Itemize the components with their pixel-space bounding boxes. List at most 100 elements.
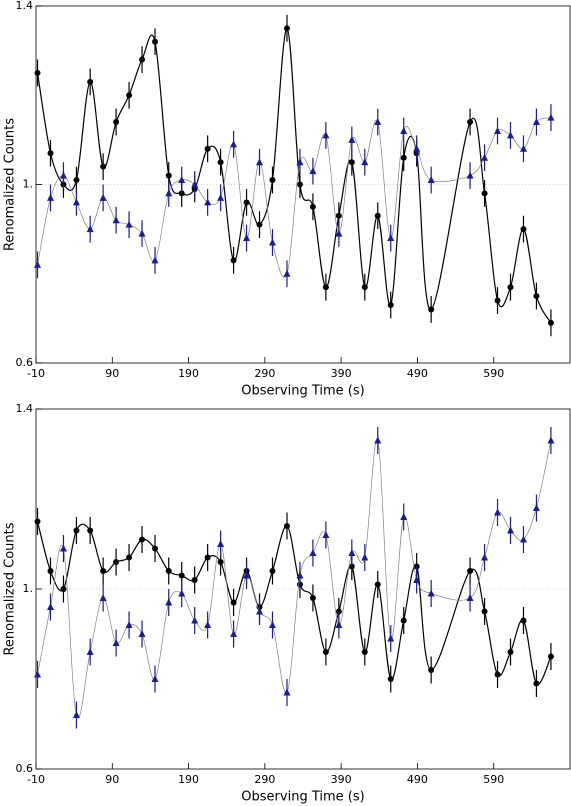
x-axis-label: Observing Time (s) <box>241 790 364 805</box>
marker <box>481 190 488 197</box>
marker <box>126 92 133 99</box>
x-tick-label: 90 <box>105 367 119 380</box>
marker <box>413 576 421 583</box>
marker <box>533 293 540 300</box>
marker <box>428 306 435 313</box>
marker <box>178 176 186 184</box>
marker <box>256 607 264 615</box>
marker <box>230 599 237 606</box>
marker <box>46 193 54 201</box>
marker <box>309 203 316 210</box>
marker <box>400 617 407 624</box>
marker <box>165 189 173 197</box>
y-tick-label: 1.4 <box>16 0 34 12</box>
marker <box>86 225 94 233</box>
marker <box>466 171 474 179</box>
marker <box>230 257 237 264</box>
marker <box>100 568 107 574</box>
marker <box>494 508 502 516</box>
marker <box>547 319 554 326</box>
marker <box>152 38 159 45</box>
marker <box>387 676 394 682</box>
marker <box>494 671 501 678</box>
marker <box>481 553 489 561</box>
marker <box>60 586 67 592</box>
marker <box>387 234 395 242</box>
marker <box>204 554 211 561</box>
marker <box>532 504 540 511</box>
marker <box>113 559 120 565</box>
marker <box>178 589 186 597</box>
marker <box>87 78 94 85</box>
marker <box>520 226 527 233</box>
x-tick-label: 490 <box>407 773 428 786</box>
marker <box>374 118 382 126</box>
marker <box>296 181 303 188</box>
marker <box>296 571 304 579</box>
marker <box>374 212 381 219</box>
y-tick-label: 1. <box>23 178 34 191</box>
marker <box>125 621 133 628</box>
marker <box>72 198 80 206</box>
marker <box>283 523 290 529</box>
marker <box>547 113 555 121</box>
marker <box>59 544 67 552</box>
y-tick-label: 0.6 <box>16 356 34 369</box>
marker <box>361 158 369 166</box>
marker <box>34 670 42 678</box>
marker <box>72 711 80 718</box>
series-line <box>36 27 552 324</box>
marker <box>151 675 159 682</box>
marker <box>296 158 304 166</box>
marker <box>125 220 133 228</box>
marker <box>204 198 212 206</box>
marker <box>269 177 276 184</box>
y-tick-label: 1. <box>23 582 34 595</box>
marker <box>322 649 329 655</box>
marker <box>269 568 276 574</box>
x-tick-label: 190 <box>178 773 199 786</box>
marker <box>283 269 291 277</box>
marker <box>361 284 368 291</box>
marker <box>387 301 394 308</box>
marker <box>322 284 329 291</box>
marker <box>230 630 238 637</box>
marker <box>481 153 489 161</box>
x-tick-label: 190 <box>178 367 199 380</box>
marker <box>59 171 67 179</box>
x-tick-label: -10 <box>27 773 45 786</box>
marker <box>87 527 94 534</box>
marker <box>191 577 198 583</box>
marker <box>387 634 395 642</box>
marker <box>519 144 527 152</box>
marker <box>47 568 54 574</box>
marker <box>243 199 250 206</box>
marker <box>335 229 343 237</box>
marker <box>532 118 540 126</box>
marker <box>309 167 317 175</box>
marker <box>243 234 251 242</box>
marker <box>112 216 120 224</box>
marker <box>151 256 159 264</box>
x-tick-label: 290 <box>254 773 275 786</box>
marker <box>34 518 41 525</box>
marker <box>204 621 212 628</box>
x-tick-label: 590 <box>483 367 504 380</box>
x-tick-label: 390 <box>331 367 352 380</box>
marker <box>256 158 264 166</box>
marker <box>400 513 408 520</box>
marker <box>99 594 107 601</box>
y-tick-label: 1.4 <box>16 402 34 415</box>
y-axis-label: Renomalized Counts <box>3 522 18 655</box>
marker <box>507 284 514 291</box>
marker <box>533 680 540 687</box>
marker <box>34 260 42 268</box>
marker <box>113 119 120 126</box>
marker <box>217 193 225 201</box>
marker <box>481 608 488 615</box>
marker <box>268 238 276 246</box>
x-axis-label: Observing Time (s) <box>241 384 364 399</box>
marker <box>335 212 342 219</box>
marker <box>256 221 263 228</box>
